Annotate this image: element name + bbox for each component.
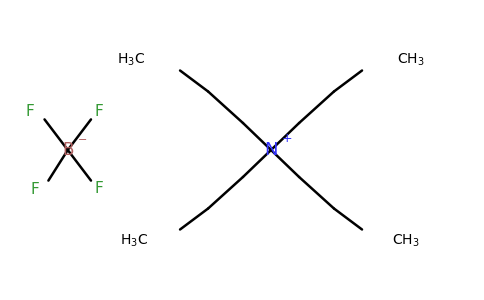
- Text: −: −: [77, 135, 87, 145]
- Text: F: F: [95, 104, 104, 119]
- Text: F: F: [30, 182, 39, 196]
- Text: F: F: [95, 181, 104, 196]
- Text: H$_3$C: H$_3$C: [117, 52, 145, 68]
- Text: N: N: [264, 141, 278, 159]
- Text: H$_3$C: H$_3$C: [121, 232, 149, 249]
- Text: +: +: [282, 132, 292, 145]
- Text: CH$_3$: CH$_3$: [392, 232, 420, 249]
- Text: CH$_3$: CH$_3$: [397, 52, 424, 68]
- Text: B: B: [62, 141, 74, 159]
- Text: F: F: [26, 104, 34, 119]
